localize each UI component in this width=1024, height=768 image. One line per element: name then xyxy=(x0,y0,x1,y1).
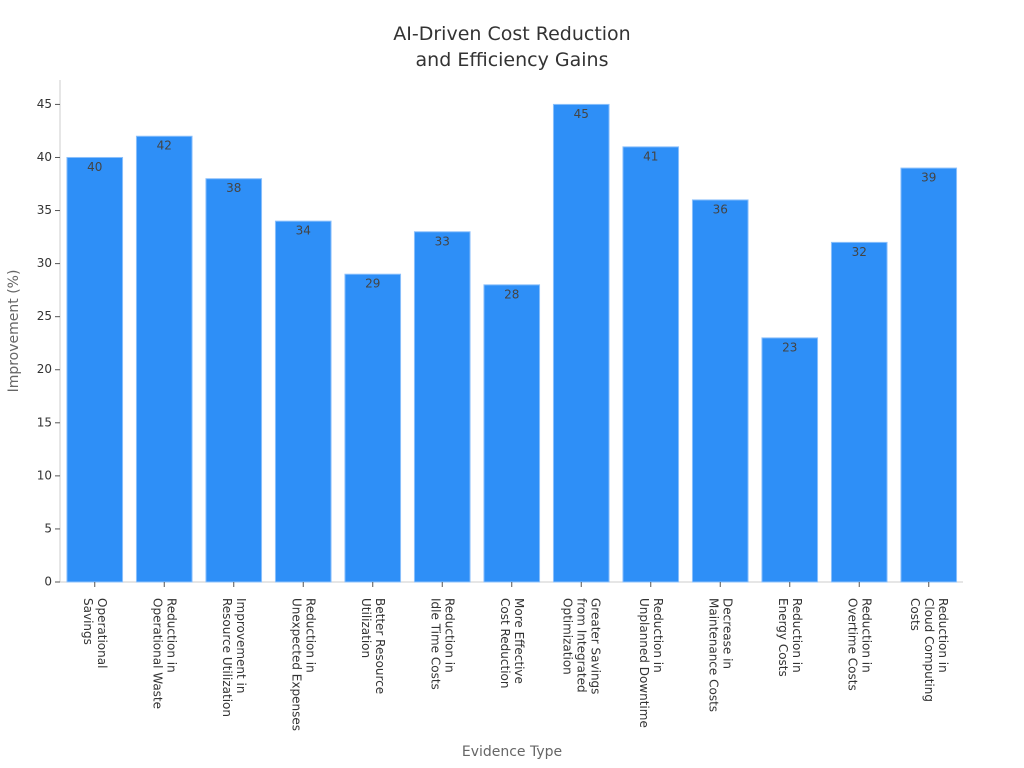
bar xyxy=(274,220,332,583)
x-tick-label: Reduction inOperational Waste xyxy=(151,598,179,709)
bar xyxy=(413,231,471,583)
value-label: 45 xyxy=(574,107,589,121)
bar xyxy=(761,337,819,583)
value-label: 28 xyxy=(504,287,519,301)
bar xyxy=(344,273,402,583)
y-tick-label: 20 xyxy=(37,362,52,376)
x-tick-label: Better ResourceUtilization xyxy=(359,598,387,694)
y-tick-label: 10 xyxy=(37,468,52,482)
value-label: 41 xyxy=(643,149,658,163)
value-label: 42 xyxy=(157,139,172,153)
y-tick-label: 5 xyxy=(44,521,52,535)
x-tick-label: Reduction inUnplanned Downtime xyxy=(637,598,665,728)
value-label: 23 xyxy=(782,340,797,354)
bar xyxy=(552,103,610,583)
x-tick-label: OperationalSavings xyxy=(81,598,109,668)
chart-title: AI-Driven Cost Reduction and Efficiency G… xyxy=(393,23,630,71)
value-label: 32 xyxy=(852,245,867,259)
y-tick-label: 40 xyxy=(37,150,52,164)
x-tick-label: Decrease inMaintenance Costs xyxy=(707,598,735,712)
bar xyxy=(622,146,680,583)
bar xyxy=(135,135,193,583)
value-label: 39 xyxy=(921,171,936,185)
value-label: 29 xyxy=(365,277,380,291)
x-axis-label: Evidence Type xyxy=(462,744,562,760)
x-tick-label: Improvement inResource Utilization xyxy=(220,598,248,717)
bar xyxy=(205,178,263,583)
y-tick-label: 30 xyxy=(37,256,52,270)
y-tick-label: 15 xyxy=(37,415,52,429)
x-tick-label: More EffectiveCost Reduction xyxy=(498,598,526,688)
value-label: 36 xyxy=(713,202,728,216)
y-axis-label: Improvement (%) xyxy=(6,270,22,393)
y-tick-label: 45 xyxy=(37,97,52,111)
bar xyxy=(900,167,958,583)
x-tick-label: Greater Savingsfrom IntegratedOptimizati… xyxy=(561,598,603,694)
y-tick-label: 35 xyxy=(37,203,52,217)
bar xyxy=(830,241,888,583)
x-tick-label: Reduction inOvertime Costs xyxy=(846,598,874,691)
x-tick-label: Reduction inUnexpected Expenses xyxy=(290,598,318,731)
value-label: 38 xyxy=(226,181,241,195)
value-label: 34 xyxy=(296,224,311,238)
y-tick-label: 25 xyxy=(37,309,52,323)
value-label: 33 xyxy=(435,234,450,248)
bar xyxy=(691,199,749,583)
value-label: 40 xyxy=(87,160,102,174)
bar xyxy=(66,156,124,583)
x-tick-label: Reduction inIdle Time Costs xyxy=(429,598,457,690)
bar xyxy=(483,284,541,583)
x-tick-label: Reduction inEnergy Costs xyxy=(776,598,804,677)
y-tick-label: 0 xyxy=(44,575,52,589)
x-tick-label: Reduction inCloud ComputingCosts xyxy=(908,598,950,702)
